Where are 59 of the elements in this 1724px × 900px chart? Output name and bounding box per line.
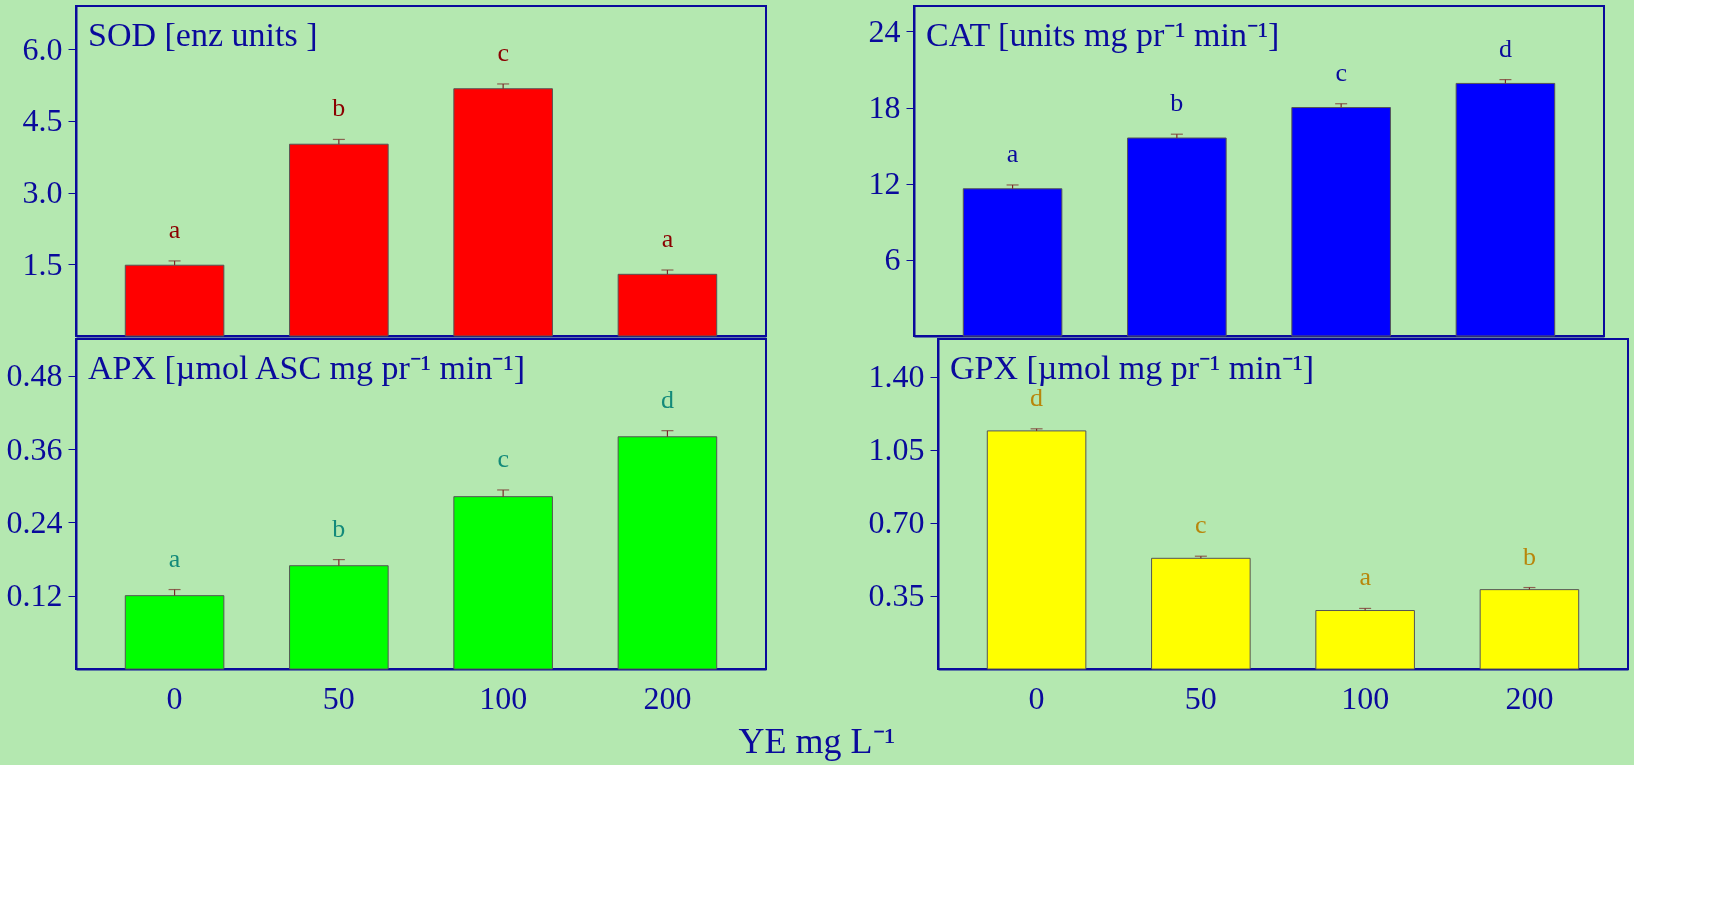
y-tick-label: 3.0 bbox=[22, 174, 63, 211]
annotation: a bbox=[1359, 562, 1372, 592]
annotation: a bbox=[661, 224, 674, 253]
bar bbox=[962, 188, 1063, 337]
y-tick-label: 6 bbox=[884, 241, 901, 278]
bar bbox=[1315, 610, 1415, 670]
annotation: a bbox=[168, 543, 181, 573]
y-tick-label: 0.48 bbox=[6, 357, 63, 394]
chart-title: APX [µmol ASC mg pr⁻¹ min⁻¹] bbox=[88, 349, 525, 386]
x-tick-label: 0 bbox=[1028, 679, 1045, 716]
annotation: d bbox=[660, 384, 674, 414]
bar bbox=[289, 565, 389, 670]
bar bbox=[617, 436, 718, 670]
x-axis-title: YE mg L⁻¹ bbox=[738, 721, 896, 761]
x-tick-label: 50 bbox=[1184, 679, 1217, 716]
annotation: d bbox=[1498, 33, 1512, 63]
bar bbox=[1151, 557, 1251, 670]
y-tick-label: 1.40 bbox=[868, 358, 925, 395]
annotation: b bbox=[332, 513, 346, 543]
annotation: b bbox=[332, 93, 346, 123]
bar bbox=[1455, 82, 1556, 337]
y-tick-label: 1.5 bbox=[22, 245, 63, 282]
x-tick-label: 100 bbox=[479, 679, 528, 716]
y-tick-label: 18 bbox=[868, 89, 901, 126]
bar bbox=[617, 273, 718, 337]
x-tick-label: 200 bbox=[1505, 679, 1554, 716]
y-tick-label: 24 bbox=[868, 12, 901, 49]
chart-title: SOD [enz units ] bbox=[88, 16, 318, 53]
bar bbox=[124, 595, 225, 670]
x-tick-label: 50 bbox=[322, 679, 355, 716]
y-tick-label: 6.0 bbox=[22, 30, 63, 67]
y-tick-label: 1.05 bbox=[868, 431, 925, 468]
y-tick-label: 0.12 bbox=[6, 577, 63, 614]
annotation: c bbox=[497, 443, 509, 473]
bar bbox=[124, 264, 225, 337]
annotation: a bbox=[1006, 138, 1019, 168]
y-tick-label: 0.70 bbox=[868, 504, 925, 541]
chart-title: CAT [units mg pr⁻¹ min⁻¹] bbox=[926, 16, 1280, 53]
bar bbox=[1479, 589, 1580, 670]
x-tick-label: 0 bbox=[166, 679, 183, 716]
x-tick-label: 100 bbox=[1341, 679, 1390, 716]
x-tick-label: 200 bbox=[643, 679, 692, 716]
bar bbox=[1291, 107, 1391, 337]
y-tick-label: 0.24 bbox=[6, 503, 63, 540]
annotation: c bbox=[1195, 510, 1207, 540]
y-tick-label: 12 bbox=[868, 165, 901, 202]
y-tick-label: 0.35 bbox=[868, 577, 925, 614]
bar bbox=[986, 430, 1087, 670]
annotation: c bbox=[497, 37, 509, 67]
bar bbox=[453, 496, 553, 670]
bar bbox=[453, 88, 553, 337]
annotation: a bbox=[168, 214, 181, 244]
bar bbox=[1127, 137, 1227, 337]
y-tick-label: 4.5 bbox=[22, 102, 63, 139]
annotation: b bbox=[1522, 541, 1536, 571]
y-tick-label: 0.36 bbox=[6, 430, 63, 467]
annotation: c bbox=[1335, 57, 1347, 87]
annotation: b bbox=[1170, 88, 1184, 118]
bar bbox=[289, 143, 389, 337]
